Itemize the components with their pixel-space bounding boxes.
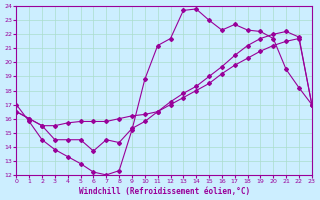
X-axis label: Windchill (Refroidissement éolien,°C): Windchill (Refroidissement éolien,°C) <box>78 187 250 196</box>
